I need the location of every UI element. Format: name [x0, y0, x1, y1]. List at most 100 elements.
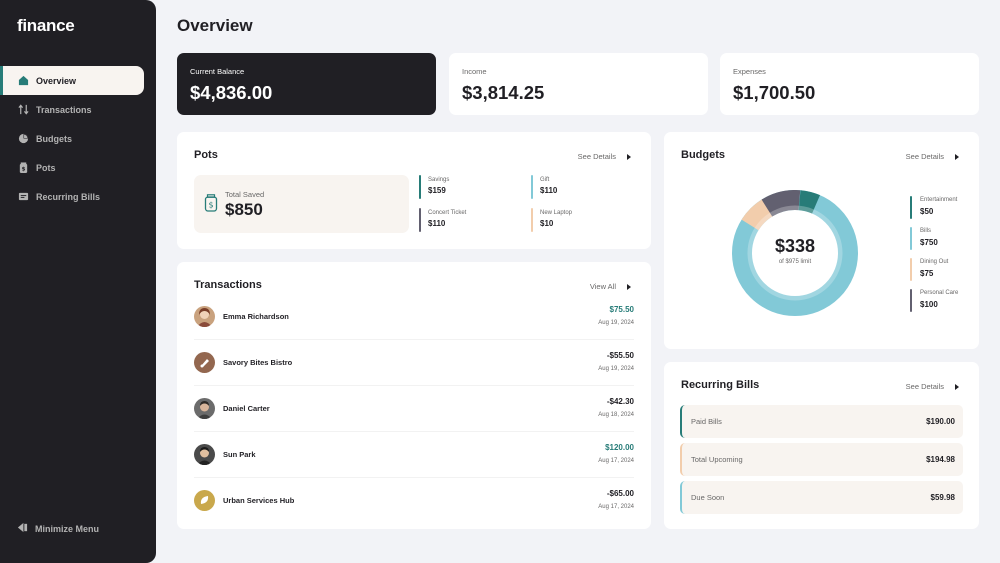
- legend-amount: $100: [920, 300, 938, 309]
- total-saved-value: $850: [225, 200, 263, 219]
- svg-text:$: $: [208, 201, 213, 210]
- total-saved-box: $ Total Saved $850: [194, 175, 409, 233]
- bill-row-upcoming: Total Upcoming $194.98: [680, 443, 963, 476]
- pot-name: Gift: [540, 177, 550, 183]
- legend-color-bar: [910, 196, 912, 219]
- jar-icon: $: [17, 162, 29, 174]
- sidebar-item-recurring-bills[interactable]: Recurring Bills: [0, 182, 144, 211]
- avatar: [194, 444, 215, 465]
- sidebar-item-overview[interactable]: Overview: [0, 66, 144, 95]
- transaction-name: Daniel Carter: [223, 404, 270, 413]
- avatar: [194, 352, 215, 373]
- sidebar-item-transactions[interactable]: Transactions: [0, 95, 144, 124]
- budgets-card: Budgets See Details $338 of $975 limit E…: [664, 132, 979, 349]
- transaction-row[interactable]: Savory Bites Bistro -$55.50 Aug 19, 2024: [194, 340, 634, 386]
- page-title: Overview: [177, 16, 253, 35]
- caret-right-icon: [955, 153, 959, 160]
- sidebar-item-label: Budgets: [36, 133, 72, 144]
- minimize-menu-label: Minimize Menu: [35, 523, 100, 534]
- caret-right-icon: [955, 383, 959, 390]
- pot-name: Savings: [428, 177, 450, 183]
- legend-color-bar: [910, 289, 912, 312]
- view-all-label: View All: [589, 282, 616, 291]
- bill-name: Paid Bills: [691, 417, 722, 426]
- transactions-card: Transactions View All Emma Richardson $7…: [177, 262, 651, 529]
- sidebar-item-label: Transactions: [36, 104, 92, 115]
- expenses-label: Expenses: [733, 67, 766, 76]
- pie-chart-icon: [17, 133, 29, 145]
- current-balance-label: Current Balance: [190, 67, 245, 76]
- transaction-name: Sun Park: [223, 450, 256, 459]
- donut-segment-dining-out: [732, 190, 858, 316]
- budget-donut-chart: [732, 190, 858, 316]
- sidebar-item-budgets[interactable]: Budgets: [0, 124, 144, 153]
- legend-amount: $50: [920, 207, 934, 216]
- legend-color-bar: [910, 258, 912, 281]
- pot-color-bar: [531, 175, 533, 199]
- transaction-date: Aug 17, 2024: [598, 458, 634, 464]
- transaction-row[interactable]: Sun Park $120.00 Aug 17, 2024: [194, 432, 634, 478]
- pot-amount: $110: [540, 186, 558, 195]
- pot-amount: $159: [428, 186, 446, 195]
- transaction-date: Aug 17, 2024: [598, 504, 634, 510]
- transaction-row[interactable]: Urban Services Hub -$65.00 Aug 17, 2024: [194, 478, 634, 524]
- transaction-date: Aug 18, 2024: [598, 412, 634, 418]
- total-saved-label: Total Saved: [225, 190, 265, 199]
- avatar: [194, 398, 215, 419]
- transaction-name: Urban Services Hub: [223, 496, 295, 505]
- budgets-see-details-link[interactable]: See Details: [906, 152, 959, 161]
- budget-limit: of $975 limit: [778, 259, 812, 265]
- pots-see-details-link[interactable]: See Details: [578, 152, 631, 161]
- donut-center-label: $338 of $975 limit: [732, 236, 858, 265]
- minimize-menu-button[interactable]: Minimize Menu: [17, 522, 99, 535]
- expenses-card: Expenses $1,700.50: [720, 53, 979, 115]
- donut-segment-entertainment: [732, 190, 858, 316]
- transaction-row[interactable]: Daniel Carter -$42.30 Aug 18, 2024: [194, 386, 634, 432]
- legend-item-entertainment: Entertainment $50: [910, 196, 980, 219]
- sidebar-item-pots[interactable]: $ Pots: [0, 153, 144, 182]
- recurring-bills-see-details-link[interactable]: See Details: [906, 382, 959, 391]
- legend-amount: $75: [920, 269, 934, 278]
- budget-spent: $338: [774, 236, 816, 256]
- pot-item-concert-ticket: Concert Ticket $110: [419, 208, 514, 232]
- transaction-row[interactable]: Emma Richardson $75.50 Aug 19, 2024: [194, 294, 634, 340]
- bill-amount: $59.98: [930, 493, 955, 502]
- home-icon: [17, 75, 29, 87]
- see-details-label: See Details: [905, 152, 944, 161]
- income-value: $3,814.25: [462, 82, 545, 103]
- legend-name: Bills: [920, 228, 932, 234]
- bill-row-due-soon: Due Soon $59.98: [680, 481, 963, 514]
- bill-name: Total Upcoming: [691, 455, 743, 464]
- transaction-amount: $120.00: [605, 443, 634, 452]
- bill-name: Due Soon: [691, 493, 725, 502]
- transaction-name: Emma Richardson: [223, 312, 289, 321]
- expenses-value: $1,700.50: [733, 82, 816, 103]
- legend-amount: $750: [920, 238, 938, 247]
- pots-title: Pots: [194, 149, 218, 161]
- pot-name: New Laptop: [540, 210, 573, 216]
- pot-item-new-laptop: New Laptop $10: [531, 208, 626, 232]
- pot-color-bar: [531, 208, 533, 232]
- recurring-bills-title: Recurring Bills: [681, 379, 760, 391]
- transactions-view-all-link[interactable]: View All: [590, 282, 631, 291]
- transaction-date: Aug 19, 2024: [598, 320, 634, 326]
- pot-color-bar: [419, 175, 421, 199]
- arrows-updown-icon: [17, 104, 29, 116]
- income-label: Income: [462, 67, 487, 76]
- transaction-amount: $75.50: [609, 305, 634, 314]
- pot-amount: $10: [540, 219, 554, 228]
- legend-item-dining-out: Dining Out $75: [910, 258, 980, 281]
- sidebar-item-label: Recurring Bills: [36, 191, 101, 202]
- donut-segment-personal-care: [732, 190, 858, 316]
- receipt-icon: [17, 191, 29, 203]
- pot-item-savings: Savings $159: [419, 175, 514, 199]
- caret-right-icon: [627, 283, 631, 290]
- legend-name: Dining Out: [920, 259, 949, 265]
- current-balance-card: Current Balance $4,836.00: [177, 53, 436, 115]
- sidebar-item-label: Pots: [36, 162, 56, 173]
- pot-name: Concert Ticket: [428, 210, 467, 216]
- see-details-label: See Details: [905, 382, 944, 391]
- donut-center: [757, 215, 833, 291]
- svg-text:$: $: [21, 167, 25, 173]
- pot-color-bar: [419, 208, 421, 232]
